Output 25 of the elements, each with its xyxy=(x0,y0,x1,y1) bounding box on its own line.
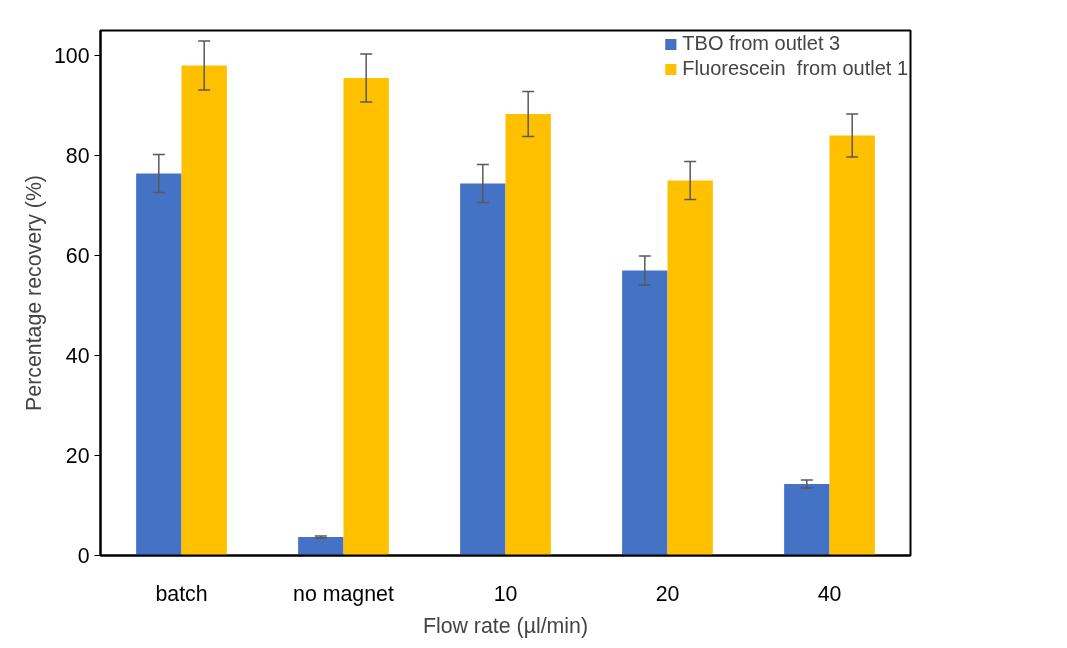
legend-label: TBO from outlet 3 xyxy=(682,32,841,55)
y-tick-label: 80 xyxy=(65,144,90,168)
legend-label: Fluorescein from outlet 1 xyxy=(682,57,908,80)
bar xyxy=(136,173,182,556)
x-axis-title: Flow rate (µl/min) xyxy=(422,613,589,638)
y-axis-title: Percentage recovery (%) xyxy=(21,175,46,411)
y-tick-label: 40 xyxy=(65,344,90,368)
y-tick-label: 0 xyxy=(77,544,90,568)
bar xyxy=(784,484,830,556)
bar xyxy=(298,537,344,556)
y-tick-label: 20 xyxy=(65,444,90,468)
x-tick-label: no magnet xyxy=(293,581,394,606)
y-tick-label: 100 xyxy=(53,44,90,68)
bar xyxy=(343,78,389,556)
x-tick-label: 40 xyxy=(817,581,842,606)
x-tick-label: 10 xyxy=(493,581,518,606)
bar xyxy=(829,135,875,556)
bar xyxy=(505,114,551,556)
x-tick-label: batch xyxy=(155,581,208,606)
bar xyxy=(460,183,506,556)
bar xyxy=(667,180,713,556)
x-tick-label: 20 xyxy=(655,581,680,606)
y-tick-label: 60 xyxy=(65,244,90,268)
bar xyxy=(181,65,227,556)
bar xyxy=(622,270,668,556)
